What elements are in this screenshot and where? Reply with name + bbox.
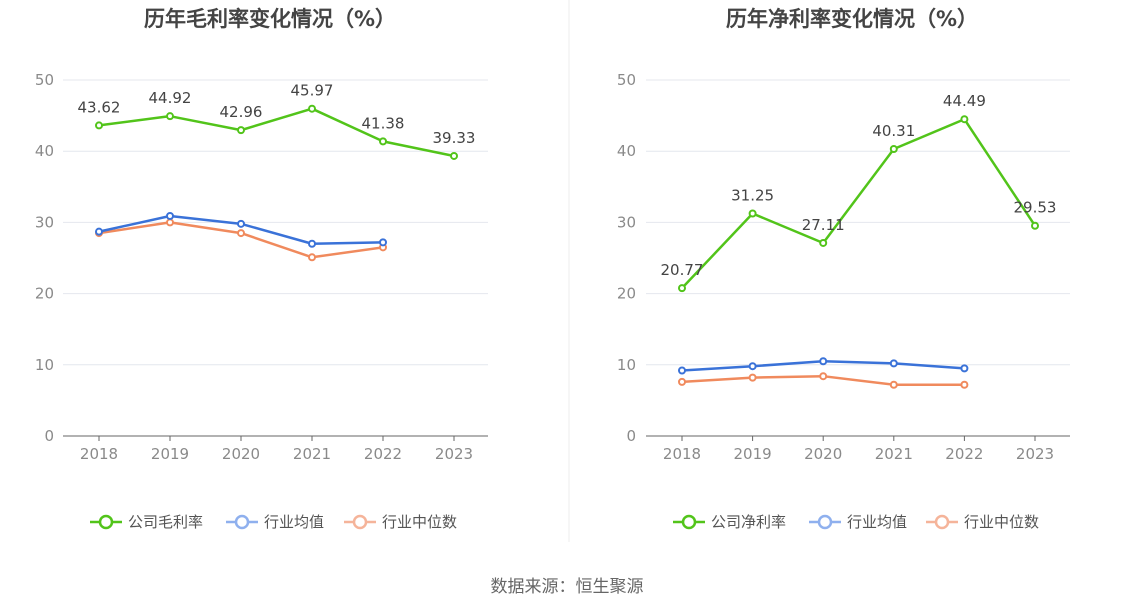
data-label: 27.11 [802,216,845,234]
net-margin-chart: 历年净利率变化情况（%） 0 10 20 30 40 50 2018 2019 2020 2021… [617,7,1070,531]
legend-item-company[interactable]: 公司净利率 [673,513,786,531]
y-tick-label: 30 [35,213,54,231]
legend-label: 公司净利率 [711,513,786,531]
data-point-company [748,209,757,218]
data-point-avg [819,357,828,366]
data-point-median [960,380,969,389]
data-label: 41.38 [362,114,405,132]
data-point-company [889,144,898,153]
source-note: 数据来源：恒生聚源 [491,577,644,597]
x-tick-label: 2020 [222,445,260,463]
data-point-company [166,112,174,121]
legend-marker [234,514,250,530]
chart-title: 历年净利率变化情况（%） [726,7,978,31]
data-point-median [166,218,174,227]
legend-item-median[interactable]: 行业中位数 [926,513,1039,531]
data-point-avg [678,366,686,375]
x-tick-label: 2018 [663,445,701,463]
data-point-avg [748,362,757,371]
legend-label: 公司毛利率 [128,513,203,531]
y-tick-label: 40 [35,142,54,160]
data-label: 44.92 [149,89,192,107]
y-tick-label: 40 [617,142,636,160]
data-point-median [748,373,757,382]
legend-marker [681,514,697,530]
legend-item-company[interactable]: 公司毛利率 [90,513,203,531]
y-tick-label: 30 [617,213,636,231]
y-tick-label: 50 [617,71,636,89]
legend-item-avg[interactable]: 行业均值 [809,513,907,531]
x-tick-label: 2020 [804,445,842,463]
data-point-company [237,126,245,135]
data-point-avg [95,227,103,236]
legend-marker [934,514,950,530]
legend-item-avg[interactable]: 行业均值 [226,513,324,531]
x-tick-label: 2021 [293,445,331,463]
data-point-median [889,380,898,389]
data-point-company [379,137,387,146]
data-point-company [95,121,103,130]
legend-label: 行业中位数 [382,513,457,531]
legend-item-median[interactable]: 行业中位数 [344,513,457,531]
chart-title: 历年毛利率变化情况（%） [144,7,396,31]
data-point-median [819,372,828,381]
data-label: 39.33 [433,129,476,147]
y-tick-label: 20 [35,285,54,303]
x-tick-label: 2019 [734,445,772,463]
legend-marker [352,514,368,530]
y-tick-label: 10 [35,356,54,374]
legend-marker [817,514,833,530]
data-point-company [1031,221,1039,230]
data-point-company [960,115,969,124]
data-point-median [237,229,245,238]
x-tick-label: 2021 [875,445,913,463]
data-point-avg [308,239,316,248]
data-point-avg [166,211,174,220]
legend-label: 行业均值 [847,513,907,531]
legend-label: 行业中位数 [964,513,1039,531]
data-point-company [819,238,828,247]
data-label: 43.62 [78,98,121,116]
series-line-company [98,107,455,158]
data-point-median [678,377,686,386]
data-point-company [678,284,686,293]
y-tick-label: 10 [617,356,636,374]
data-point-avg [960,364,969,373]
data-label: 29.53 [1014,199,1057,217]
data-point-avg [379,238,387,247]
x-tick-label: 2023 [435,445,473,463]
y-tick-label: 50 [35,71,54,89]
data-label: 42.96 [220,103,263,121]
legend-label: 行业均值 [264,513,324,531]
data-point-avg [237,219,245,228]
y-tick-label: 0 [626,427,636,445]
data-label: 20.77 [661,261,704,279]
series-line-company [681,117,1037,289]
x-tick-label: 2023 [1016,445,1054,463]
y-tick-label: 0 [44,427,54,445]
data-point-avg [889,359,898,368]
data-label: 44.49 [943,92,986,110]
x-tick-label: 2022 [364,445,402,463]
gross-margin-chart: 历年毛利率变化情况（%） 0 10 20 30 40 50 2018 2019 2020 2021… [35,7,488,531]
legend-marker [98,514,114,530]
data-point-company [450,151,458,160]
x-tick-label: 2022 [945,445,983,463]
data-label: 45.97 [291,82,334,100]
y-tick-label: 20 [617,285,636,303]
data-label: 31.25 [731,187,774,205]
x-tick-label: 2018 [80,445,118,463]
data-point-median [308,253,316,262]
data-label: 40.31 [872,122,915,140]
x-tick-label: 2019 [151,445,189,463]
data-point-company [308,104,316,113]
